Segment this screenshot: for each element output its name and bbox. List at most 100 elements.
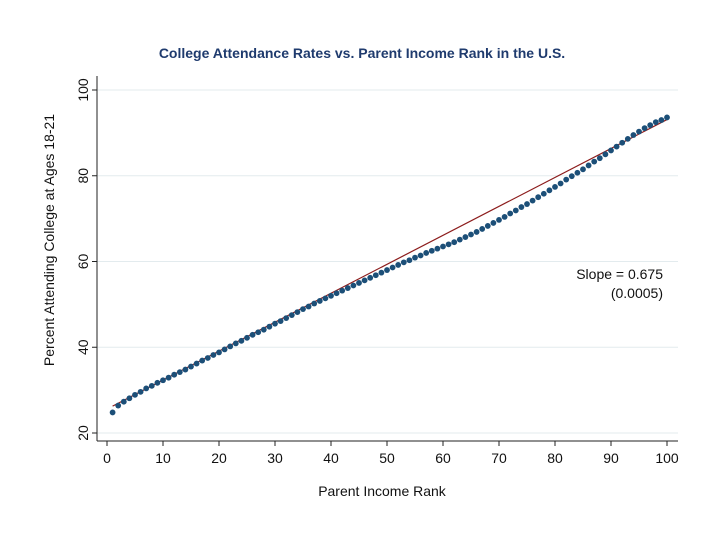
data-point <box>367 274 374 281</box>
data-point <box>300 306 306 312</box>
data-point <box>456 236 463 243</box>
data-point <box>221 346 228 353</box>
data-point <box>193 360 200 367</box>
data-point <box>490 220 497 226</box>
data-point <box>132 391 138 398</box>
data-point <box>428 247 435 254</box>
data-point <box>580 166 586 173</box>
data-point <box>244 334 250 341</box>
x-tick-label-70: 70 <box>491 450 507 466</box>
data-point <box>412 254 418 261</box>
data-point <box>227 343 234 350</box>
data-point <box>479 226 486 232</box>
data-point <box>120 398 127 405</box>
data-point <box>484 223 491 229</box>
chart-title: College Attendance Rates vs. Parent Inco… <box>159 45 565 61</box>
x-tick-label-90: 90 <box>603 450 619 466</box>
data-point <box>344 285 351 291</box>
data-point <box>204 355 211 361</box>
data-point <box>518 204 525 210</box>
data-point <box>255 329 262 336</box>
data-point <box>339 287 346 294</box>
data-point <box>451 239 458 246</box>
data-point <box>305 303 312 310</box>
data-point <box>372 272 379 279</box>
data-point <box>647 122 654 129</box>
axes <box>96 76 678 442</box>
data-point <box>400 259 407 266</box>
data-point <box>524 201 530 207</box>
data-point <box>350 282 357 289</box>
data-point <box>664 114 670 121</box>
data-point <box>210 352 217 358</box>
y-axis-label: Percent Attending College at Ages 18-21 <box>41 114 57 366</box>
data-point <box>188 363 194 370</box>
data-point <box>568 173 575 180</box>
data-point <box>512 207 519 214</box>
slope-annotation: Slope = 0.675 <box>576 266 663 282</box>
data-point <box>378 269 385 276</box>
x-axis-label: Parent Income Rank <box>318 483 447 499</box>
data-point <box>540 190 547 197</box>
data-point <box>249 331 256 338</box>
data-point <box>434 245 441 252</box>
data-point <box>199 357 206 364</box>
data-point <box>109 409 116 416</box>
data-point <box>630 132 637 138</box>
data-point <box>311 300 318 307</box>
x-tick-label-100: 100 <box>655 450 679 466</box>
data-point <box>361 277 368 284</box>
x-tick-label-40: 40 <box>323 450 339 466</box>
data-point <box>496 217 502 223</box>
data-point <box>232 340 239 347</box>
data-point <box>137 388 144 395</box>
data-point <box>384 267 390 273</box>
data-point <box>507 210 514 217</box>
data-point <box>316 298 323 304</box>
data-point <box>445 241 452 248</box>
data-point <box>417 252 424 259</box>
y-tick-label-40: 40 <box>75 339 91 355</box>
data-point <box>148 382 155 389</box>
y-tick-label-100: 100 <box>75 78 91 102</box>
data-point <box>468 231 474 238</box>
data-point <box>182 366 189 373</box>
data-point <box>423 250 430 256</box>
data-point <box>115 402 122 409</box>
data-point <box>602 151 609 158</box>
y-tick-label-60: 60 <box>75 254 91 270</box>
x-tick-label-0: 0 <box>103 450 111 466</box>
y-tick-label-80: 80 <box>75 168 91 184</box>
data-point <box>294 309 301 315</box>
x-tick-label-20: 20 <box>211 450 227 466</box>
x-ticks: 0 10 20 30 40 50 60 70 80 90 100 <box>103 441 679 466</box>
data-point <box>266 323 273 330</box>
data-point <box>260 326 267 333</box>
data-point <box>557 180 564 187</box>
x-tick-label-10: 10 <box>155 450 171 466</box>
data-point <box>462 234 469 240</box>
x-tick-label-60: 60 <box>435 450 451 466</box>
data-point <box>652 119 659 126</box>
data-point <box>160 377 166 384</box>
data-point <box>356 280 362 286</box>
data-point <box>328 292 334 299</box>
data-point <box>389 264 396 271</box>
x-tick-label-80: 80 <box>547 450 563 466</box>
data-point <box>322 295 329 302</box>
data-point <box>591 158 598 165</box>
data-point <box>126 395 133 402</box>
data-point <box>277 318 284 324</box>
data-point <box>333 290 340 297</box>
gridlines <box>97 89 678 434</box>
y-ticks: 20 40 60 80 100 <box>75 78 97 441</box>
scatter-points <box>109 114 670 416</box>
data-point <box>272 320 278 327</box>
data-point <box>238 337 245 344</box>
data-point <box>596 155 603 162</box>
data-point <box>529 197 536 204</box>
data-point <box>641 125 648 132</box>
data-point <box>395 262 402 268</box>
data-point <box>176 369 183 376</box>
